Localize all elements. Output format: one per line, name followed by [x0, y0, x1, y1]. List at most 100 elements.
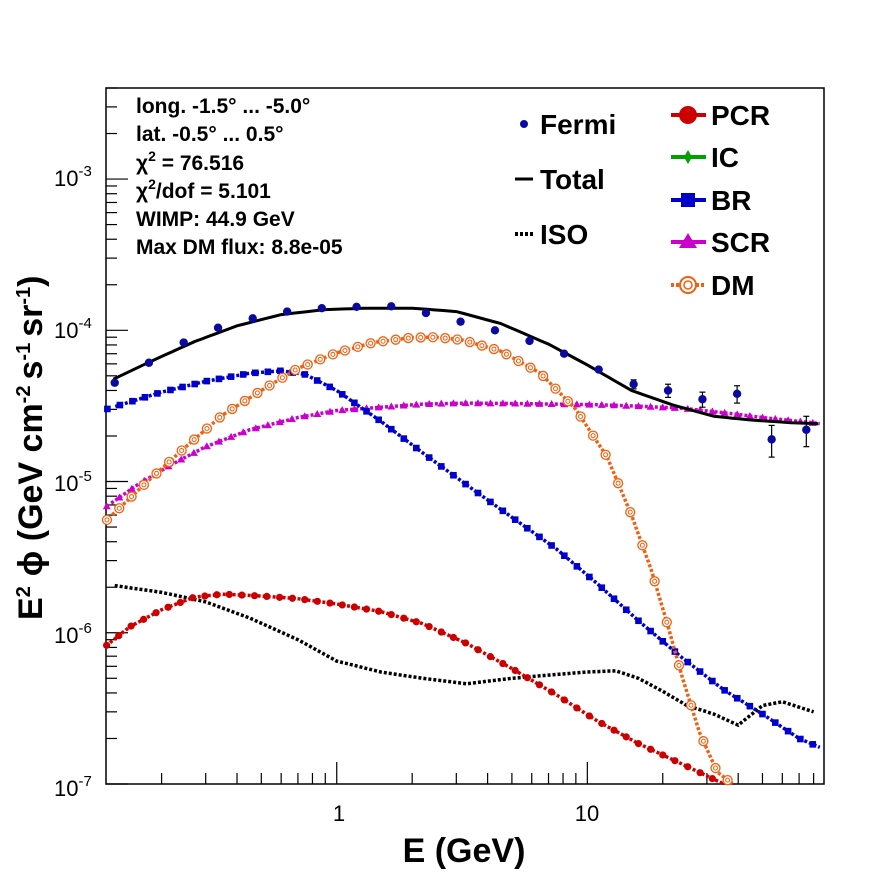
dm-marker-inner [229, 406, 235, 412]
dm-marker [138, 479, 150, 491]
scr-marker [720, 408, 729, 416]
pcr-marker [152, 609, 160, 617]
dm-marker-inner [330, 351, 336, 357]
legend-marker-fermi [520, 120, 528, 128]
dm-marker-inner [393, 337, 399, 343]
x-axis-title: E (GeV) [403, 832, 526, 870]
axis-ticks [106, 87, 815, 785]
fermi-point [732, 389, 742, 399]
dm-marker [625, 507, 636, 518]
fermi-point [629, 380, 638, 389]
scr-marker [708, 407, 717, 415]
dm-marker [415, 332, 426, 343]
dm-marker-inner [700, 738, 706, 744]
pcr-marker [486, 653, 495, 661]
br-marker [573, 563, 581, 570]
dm-marker [365, 338, 376, 349]
dm-marker-inner [179, 447, 185, 453]
dm-marker [302, 359, 313, 370]
dm-marker-inner [664, 619, 670, 625]
dm-marker-inner [652, 578, 658, 584]
legend-label-ic: IC [711, 142, 739, 173]
br-marker [252, 369, 259, 377]
dm-marker [163, 456, 175, 468]
dm-marker-inner [491, 346, 497, 352]
dm-marker-inner [380, 338, 386, 344]
dm-marker [114, 503, 125, 514]
dm-marker-inner [317, 356, 323, 362]
scr-marker [177, 455, 186, 463]
dm-marker [710, 762, 721, 774]
pcr-marker [250, 592, 259, 600]
fermi-point [248, 314, 257, 323]
pcr-marker [535, 681, 544, 689]
scr-marker [350, 405, 359, 413]
fermi-point [110, 378, 119, 387]
pcr-marker [313, 597, 321, 605]
br-marker [524, 524, 531, 532]
br-marker [167, 386, 174, 394]
dm-marker [722, 774, 733, 786]
legend-entry-iso: ISO [515, 219, 588, 250]
dm-marker-inner [342, 347, 348, 353]
dm-marker-inner [527, 365, 533, 371]
dm-marker [525, 362, 536, 373]
fit-annotations: long. -1.5° ... -5.0° lat. -0.5° ... 0.5… [136, 95, 343, 259]
fermi-points-layer [110, 302, 811, 458]
annotation-chi2: χ2 = 76.516 [136, 148, 244, 175]
dm-marker [464, 336, 475, 348]
fermi-point [144, 358, 154, 367]
dm-marker-inner [627, 509, 633, 515]
legend-entry-ic: IC [671, 142, 739, 173]
pcr-marker [176, 598, 184, 607]
legend-label-dm: DM [711, 270, 755, 301]
dm-marker [575, 411, 586, 422]
dm-marker-inner [242, 398, 248, 404]
dm-marker-inner [676, 662, 682, 668]
annotation-latitude: lat. -0.5° ... 0.5° [136, 123, 284, 146]
dm-marker [427, 332, 438, 343]
annotation-max-dm-flux: Max DM flux: 8.8e-05 [136, 236, 343, 259]
br-marker [351, 399, 358, 407]
br-marker [548, 542, 555, 549]
scr-marker [535, 399, 544, 407]
dm-marker-inner [688, 702, 694, 708]
pcr-marker [425, 622, 433, 631]
br-marker [536, 533, 543, 541]
dm-marker [587, 430, 599, 441]
pcr-marker [301, 596, 309, 604]
scr-marker [189, 448, 198, 456]
pcr-marker [659, 751, 667, 759]
fermi-point [767, 435, 776, 444]
pcr-marker [350, 603, 358, 611]
legend-label-fermi: Fermi [540, 109, 616, 140]
pcr-marker [400, 614, 408, 622]
br-marker [179, 383, 186, 391]
svg-text:10-7: 10-7 [54, 773, 92, 801]
br-marker [412, 444, 420, 452]
br-marker [462, 480, 469, 488]
br-marker [759, 710, 766, 718]
scr-marker [115, 493, 124, 501]
y-tick-label-1e-4: 10-4 [54, 315, 92, 343]
pcr-marker [338, 601, 346, 609]
pcr-marker [573, 704, 581, 712]
fermi-point [802, 425, 811, 434]
y-tick-label-1e-5: 10-5 [54, 468, 92, 496]
scr-marker [646, 402, 655, 410]
dm-marker-inner [603, 452, 609, 458]
br-marker [696, 668, 704, 675]
svg-text:10-3: 10-3 [54, 163, 92, 191]
legend-left: Fermi Total ISO [515, 109, 616, 250]
y-tick-label-1e-7: 10-7 [54, 773, 92, 801]
fermi-point [387, 302, 396, 311]
br-marker [141, 394, 149, 401]
y-axis-title: E2ϕ (GeV cm-2s-1sr-1) [12, 276, 50, 620]
dm-marker-inner [217, 414, 223, 420]
annotation-longitude: long. -1.5° ... -5.0° [136, 95, 310, 118]
dm-marker-inner [503, 351, 509, 357]
br-marker [598, 584, 606, 592]
br-marker [771, 719, 779, 726]
br-marker [104, 405, 111, 413]
pcr-marker [201, 592, 209, 600]
